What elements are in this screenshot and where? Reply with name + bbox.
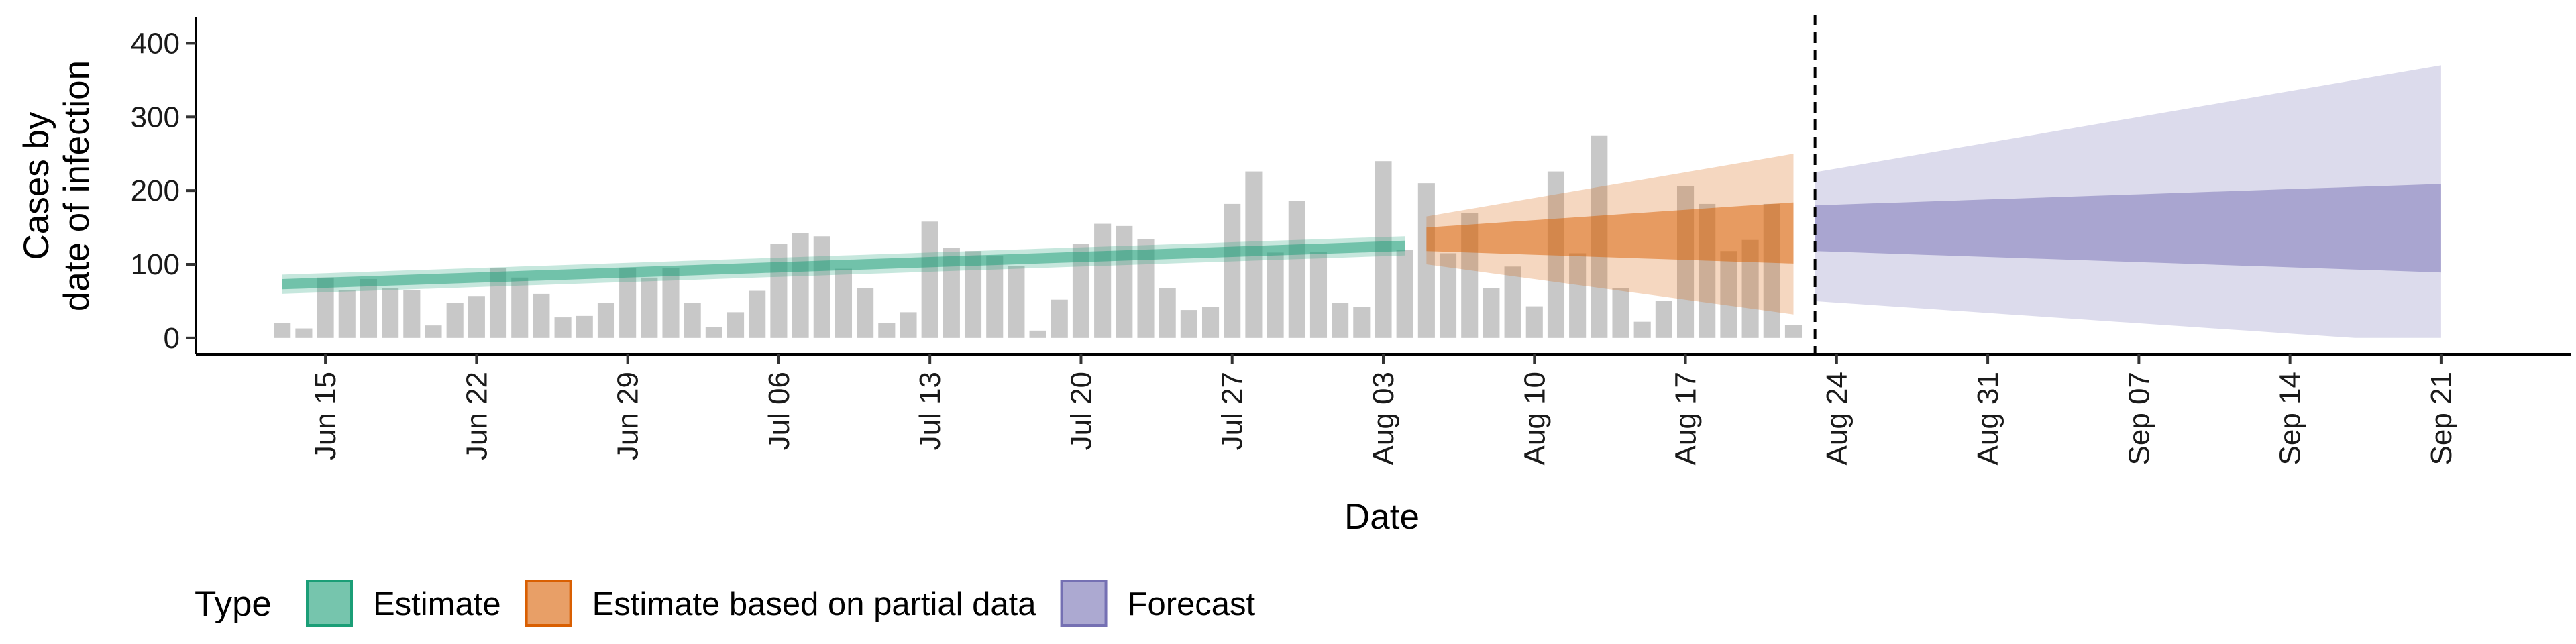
data-bar — [749, 290, 766, 338]
data-bar — [576, 315, 593, 338]
data-bar — [1504, 266, 1521, 338]
x-tick-label: Sep 14 — [2274, 372, 2307, 465]
data-bar — [835, 268, 853, 338]
y-tick-label: 400 — [131, 27, 180, 60]
data-bar — [1094, 223, 1112, 338]
data-bar — [511, 277, 529, 338]
y-tick-label: 200 — [131, 174, 180, 207]
data-bar — [770, 244, 788, 338]
data-bar — [295, 328, 313, 338]
data-bar — [425, 325, 442, 338]
plot-area — [274, 15, 2441, 354]
y-axis-title-line-2: date of infection — [57, 60, 97, 311]
data-bar — [1332, 303, 1349, 338]
data-bar — [1224, 203, 1241, 338]
data-bar — [1396, 250, 1413, 338]
data-bar — [1309, 252, 1328, 338]
data-bar — [727, 312, 745, 338]
x-tick-label: Aug 17 — [1670, 372, 1703, 465]
x-tick-label: Sep 07 — [2123, 372, 2155, 465]
data-bar — [1008, 266, 1025, 338]
x-tick-label: Jun 15 — [309, 372, 342, 460]
legend: Type Estimate Estimate based on partial d… — [195, 580, 1256, 627]
legend-label: Estimate based on partial data — [592, 586, 1037, 623]
data-bar — [1180, 310, 1197, 338]
data-bar — [705, 327, 722, 338]
data-bar — [1612, 288, 1629, 338]
x-tick-label: Jun 22 — [460, 372, 493, 460]
data-bar — [878, 323, 896, 338]
data-bar — [1288, 201, 1305, 338]
data-bar — [1525, 306, 1543, 338]
legend-label: Forecast — [1128, 586, 1256, 623]
legend-swatch — [1060, 580, 1108, 627]
estimate-inner-band — [282, 240, 1405, 290]
data-bar — [1353, 307, 1371, 338]
y-tick-label: 0 — [164, 322, 180, 355]
data-bar — [1201, 307, 1220, 338]
data-bar — [1784, 325, 1803, 338]
estimate-based-on-partial-data-inner-band — [1426, 202, 1794, 264]
data-bar — [684, 303, 701, 338]
data-bar — [382, 288, 399, 338]
data-bar — [446, 303, 464, 338]
data-bar — [360, 278, 378, 338]
x-tick-label: Aug 31 — [1972, 372, 2004, 465]
x-axis: Jun 15 Jun 22 Jun 29 Jul 06 Jul 13 Jul 20 Jul … — [196, 353, 2571, 465]
data-bar — [662, 268, 680, 338]
x-tick-label: Jul 20 — [1065, 372, 1097, 450]
legend-swatch — [525, 580, 572, 627]
legend-label: Estimate — [373, 586, 501, 623]
data-bar — [1267, 252, 1284, 338]
data-bar — [403, 290, 421, 338]
data-bar — [1439, 253, 1457, 338]
x-tick-label: Aug 24 — [1821, 372, 1854, 465]
legend-title: Type — [195, 584, 272, 624]
x-tick-label: Sep 21 — [2425, 372, 2458, 465]
data-bar — [468, 296, 485, 338]
data-bar — [1159, 288, 1176, 338]
data-bar — [1029, 330, 1046, 338]
data-bar — [619, 268, 637, 338]
data-bar — [921, 221, 938, 338]
data-bar — [338, 290, 356, 338]
data-bar — [792, 233, 809, 338]
data-bar — [1116, 225, 1133, 338]
x-tick-label: Jul 06 — [763, 372, 796, 450]
data-bar — [1633, 321, 1651, 338]
data-bar — [1051, 299, 1068, 338]
y-axis-title-line-1: Cases by — [17, 111, 56, 260]
data-bar — [1569, 253, 1587, 338]
x-tick-label: Aug 03 — [1367, 372, 1400, 465]
forecast-inner-band — [1815, 184, 2441, 273]
data-bar — [986, 255, 1004, 338]
data-bar — [1720, 251, 1737, 338]
data-bar — [1483, 288, 1500, 338]
data-bar — [1417, 183, 1435, 338]
data-bar — [1655, 301, 1672, 338]
data-bar — [900, 312, 917, 338]
data-bar — [813, 236, 830, 338]
x-tick-label: Jun 29 — [612, 372, 645, 460]
data-bar — [554, 317, 572, 338]
data-bar — [533, 293, 550, 338]
y-axis: 0 100 200 300 400 — [131, 17, 197, 355]
data-bar — [597, 303, 615, 338]
data-bar — [857, 288, 874, 338]
legend-swatch — [306, 580, 353, 627]
x-tick-label: Jul 13 — [914, 372, 947, 450]
y-tick-label: 100 — [131, 248, 180, 281]
x-tick-label: Jul 27 — [1216, 372, 1249, 450]
x-tick-label: Aug 10 — [1518, 372, 1551, 465]
x-axis-title: Date — [1344, 497, 1419, 537]
data-bar — [641, 277, 658, 338]
data-bar — [274, 323, 291, 338]
y-tick-label: 300 — [131, 101, 180, 133]
